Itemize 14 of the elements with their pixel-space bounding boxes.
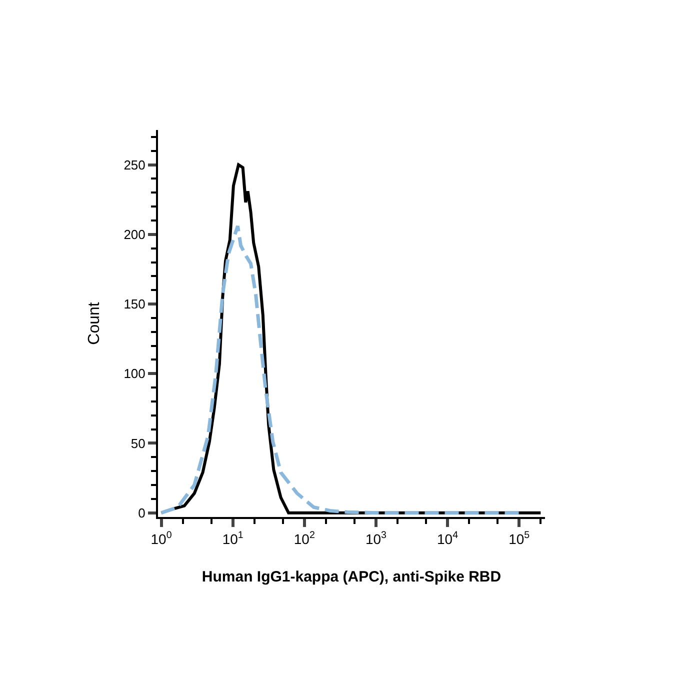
- x-tick-label: 10$^{2}$: [294, 530, 315, 547]
- x-axis-title: Human IgG1-kappa (APC), anti-Spike RBD: [202, 568, 502, 586]
- x-tick-label: 10$^{5}$: [508, 530, 530, 547]
- y-tick-label: 50: [130, 436, 146, 451]
- x-tick-label: 10$^{4}$: [437, 530, 459, 547]
- y-tick-label: 250: [124, 157, 146, 172]
- x-tick-label: 10$^{0}$: [150, 530, 172, 547]
- y-tick-label: 100: [124, 366, 146, 382]
- y-tick-label: 150: [124, 296, 146, 312]
- y-tick-label: 0: [138, 505, 146, 520]
- y-axis-title: Count: [86, 302, 104, 345]
- x-tick-label: 10$^{1}$: [222, 530, 244, 547]
- y-tick-label: 200: [124, 226, 146, 242]
- x-tick-label: 10$^{3}$: [365, 530, 388, 547]
